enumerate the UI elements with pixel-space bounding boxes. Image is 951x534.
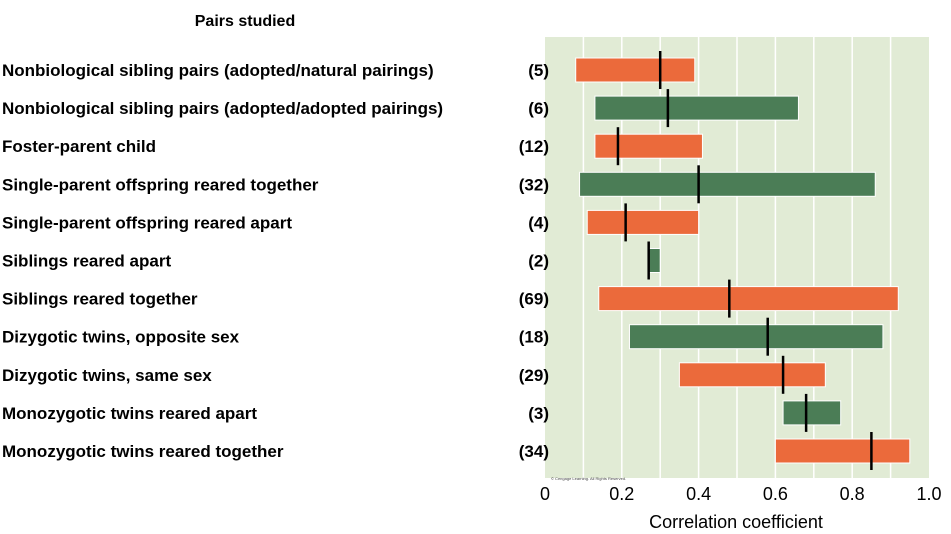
row-label: Nonbiological sibling pairs (adopted/ado… xyxy=(2,99,443,118)
range-bar xyxy=(586,209,700,235)
count-label: (4) xyxy=(528,213,549,232)
range-bar xyxy=(594,95,799,121)
x-tick-label: 0.4 xyxy=(686,484,711,504)
x-tick-label: 0.2 xyxy=(609,484,634,504)
median-markers xyxy=(616,51,873,470)
count-label: (3) xyxy=(528,404,549,423)
row-label: Foster-parent child xyxy=(2,137,156,156)
range-bars xyxy=(575,57,911,464)
count-label: (5) xyxy=(528,61,549,80)
count-label: (6) xyxy=(528,99,549,118)
count-label: (29) xyxy=(519,366,549,385)
x-tick-label: 0.8 xyxy=(840,484,865,504)
range-bar xyxy=(575,57,696,83)
range-bar xyxy=(782,400,842,426)
row-label: Dizygotic twins, opposite sex xyxy=(2,328,240,347)
count-label: (12) xyxy=(519,137,549,156)
row-label: Single-parent offspring reared together xyxy=(2,175,319,194)
range-bar xyxy=(579,171,876,197)
range-bar xyxy=(774,438,911,464)
row-label: Nonbiological sibling pairs (adopted/nat… xyxy=(2,61,434,80)
copyright-notice: © Cengage Learning. All Rights Reserved. xyxy=(551,476,626,481)
range-bar xyxy=(594,133,703,159)
range-bar xyxy=(628,324,884,350)
range-bar xyxy=(598,286,899,312)
x-tick-label: 0.6 xyxy=(763,484,788,504)
row-label: Siblings reared apart xyxy=(2,252,171,271)
range-bar xyxy=(648,248,661,273)
row-label: Dizygotic twins, same sex xyxy=(2,366,212,385)
row-label: Monozygotic twins reared apart xyxy=(2,404,257,423)
x-tick-labels: 0 0.2 0.4 0.6 0.8 1.0 xyxy=(540,484,942,504)
count-label: (34) xyxy=(519,442,549,461)
row-labels: Nonbiological sibling pairs (adopted/nat… xyxy=(2,61,443,461)
range-bar xyxy=(678,362,826,388)
count-label: (18) xyxy=(519,328,549,347)
x-tick-label: 1.0 xyxy=(916,484,941,504)
count-labels: (5) (6) (12) (32) (4) (2) (69) (18) (29) (3) (34) xyxy=(519,61,549,461)
count-label: (69) xyxy=(519,290,549,309)
row-label: Single-parent offspring reared apart xyxy=(2,213,292,232)
x-tick-label: 0 xyxy=(540,484,550,504)
count-label: (32) xyxy=(519,175,549,194)
row-label: Monozygotic twins reared together xyxy=(2,442,284,461)
count-label: (2) xyxy=(528,252,549,271)
chart-header: Pairs studied xyxy=(195,13,295,30)
row-label: Siblings reared together xyxy=(2,290,198,309)
x-axis-title: Correlation coefficient xyxy=(649,512,823,532)
